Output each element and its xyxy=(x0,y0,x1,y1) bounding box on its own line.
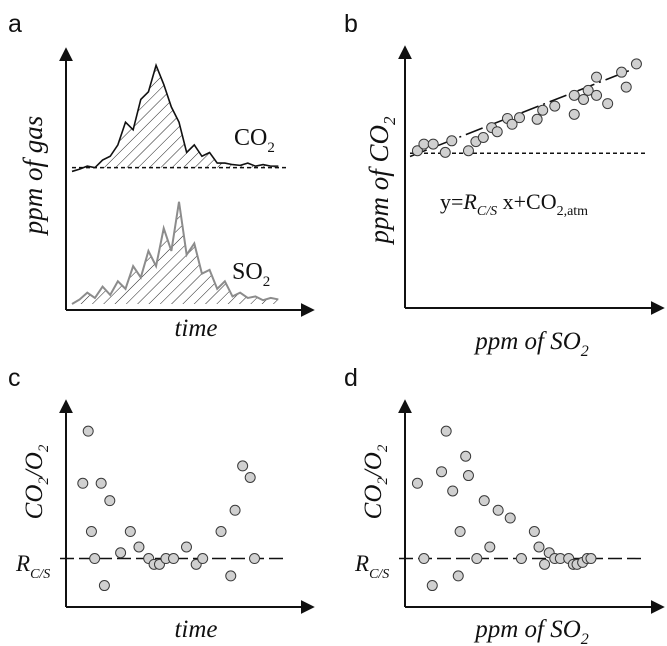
panel-c-point-3 xyxy=(89,553,101,565)
panel-a-label: a xyxy=(8,10,22,38)
panel-d-point-7 xyxy=(454,526,466,538)
panel-c-point-17 xyxy=(197,553,209,565)
panel-d-point-15 xyxy=(515,553,527,565)
panel-c-point-6 xyxy=(104,495,116,507)
panel-b-point-12 xyxy=(514,112,526,124)
so2-area xyxy=(72,201,279,304)
panel-d-r-label: RC/S xyxy=(354,551,389,582)
panel-b-point-3 xyxy=(439,146,451,158)
panel-b-point-11 xyxy=(506,118,518,130)
panel-d-points xyxy=(411,425,597,592)
panel-b-point-13 xyxy=(531,113,543,125)
so2-line xyxy=(71,201,279,305)
panel-d-point-9 xyxy=(462,470,474,482)
panel-c-points xyxy=(77,425,261,592)
panel-b-point-7 xyxy=(477,131,489,143)
panel-b-point-2 xyxy=(427,138,439,150)
panel-b-point-4 xyxy=(446,135,458,147)
panel-c-ylabel: CO2/O2 xyxy=(21,444,52,519)
panel-d-point-27 xyxy=(585,553,597,565)
panel-c-point-7 xyxy=(115,547,127,559)
panel-b-point-24 xyxy=(620,81,632,93)
panel-d-point-14 xyxy=(504,512,516,524)
panel-c-point-22 xyxy=(244,471,256,483)
panel-d-point-1 xyxy=(418,553,430,565)
panel-b-point-18 xyxy=(578,93,590,105)
panel-c-point-0 xyxy=(77,477,89,489)
panel-b: b y=RC/S x+CO2,atm ppm of SO2 ppm of CO2 xyxy=(344,10,665,360)
panel-b-point-14 xyxy=(537,104,549,116)
panel-b-ylabel: ppm of CO2 xyxy=(364,116,399,246)
panel-a-ylabel: ppm of gas xyxy=(18,116,48,237)
panel-b-label: b xyxy=(344,10,358,38)
panel-b-point-0 xyxy=(411,145,423,157)
panel-d-ylabel: CO2/O2 xyxy=(360,444,391,519)
panel-d-xlabel: ppm of SO2 xyxy=(473,616,589,646)
panel-c: c RC/S time CO2/O2 xyxy=(8,364,315,643)
panel-c-point-14 xyxy=(168,553,180,565)
panel-d-point-12 xyxy=(484,541,496,553)
co2-area xyxy=(72,65,279,168)
panel-c-point-19 xyxy=(225,570,237,582)
panel-c-point-4 xyxy=(95,477,107,489)
panel-b-point-17 xyxy=(568,89,580,101)
panel-d-point-6 xyxy=(452,570,464,582)
panel-d-label: d xyxy=(344,364,358,392)
panel-b-point-16 xyxy=(568,108,580,120)
panel-c-r-label: RC/S xyxy=(15,551,50,582)
panel-b-point-21 xyxy=(591,71,603,83)
panel-c-point-23 xyxy=(249,553,261,565)
panel-b-point-20 xyxy=(591,89,603,101)
panel-d-point-11 xyxy=(478,495,490,507)
panel-d-point-13 xyxy=(492,504,504,516)
panel-d-point-16 xyxy=(528,526,540,538)
panel-b-xlabel: ppm of SO2 xyxy=(473,328,589,360)
panel-d-point-18 xyxy=(539,558,551,570)
panel-c-point-20 xyxy=(229,504,241,516)
panel-d-point-2 xyxy=(426,580,438,592)
co2-line xyxy=(71,62,279,173)
panel-d-point-3 xyxy=(436,466,448,478)
panel-b-point-15 xyxy=(549,100,561,112)
co2-series-label: CO2 xyxy=(234,125,275,156)
panel-b-points xyxy=(411,58,642,158)
so2-series-label: SO2 xyxy=(232,259,270,290)
panel-c-point-1 xyxy=(82,425,94,437)
panel-b-point-19 xyxy=(582,84,594,96)
panel-d: d RC/S ppm of SO2 CO2/O2 xyxy=(344,364,665,646)
panel-c-xlabel: time xyxy=(174,616,217,643)
panel-b-point-5 xyxy=(462,145,474,157)
panel-d-point-0 xyxy=(411,477,423,489)
panel-d-point-8 xyxy=(460,450,472,462)
panel-c-point-15 xyxy=(180,541,192,553)
panel-d-point-17 xyxy=(533,541,545,553)
panel-c-point-9 xyxy=(133,541,145,553)
panel-c-point-18 xyxy=(215,526,227,538)
panel-b-point-23 xyxy=(616,66,628,78)
panel-b-point-1 xyxy=(418,138,430,150)
panel-d-point-4 xyxy=(440,425,452,437)
regression-equation: y=RC/S x+CO2,atm xyxy=(440,189,588,219)
panel-c-point-21 xyxy=(237,460,249,472)
panel-c-point-8 xyxy=(124,526,136,538)
panel-a: a CO2 SO2 time ppm of gas xyxy=(8,10,315,342)
panel-c-point-2 xyxy=(85,526,97,538)
panel-a-xlabel: time xyxy=(174,315,217,342)
panel-c-point-5 xyxy=(98,580,110,592)
panel-b-point-9 xyxy=(491,126,503,138)
panel-d-point-10 xyxy=(471,553,483,565)
panel-d-point-5 xyxy=(447,485,459,497)
panel-c-label: c xyxy=(8,364,21,392)
panel-b-point-25 xyxy=(630,58,642,70)
panel-b-point-22 xyxy=(602,98,614,110)
